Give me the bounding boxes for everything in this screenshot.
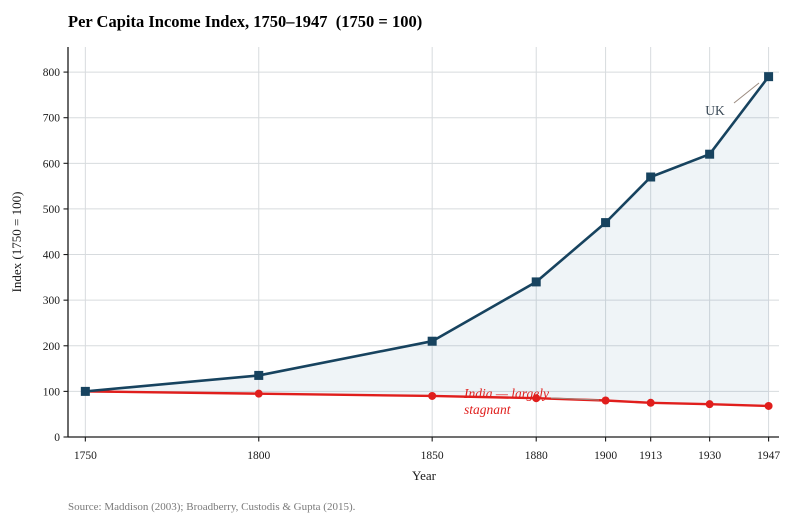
tick-label-layer: 1750 1800 1850 1880 1900 1913 1930 1947 0 100 200 3…	[43, 67, 781, 462]
y-tick-label: 100	[43, 386, 61, 398]
chart-title: Per Capita Income Index, 1750–1947 (1750…	[68, 12, 422, 31]
uk-leader-line	[733, 82, 760, 104]
uk-data-point	[601, 218, 611, 228]
x-tick-label: 1930	[698, 450, 721, 462]
y-tick-label: 700	[43, 113, 61, 125]
y-tick-label: 0	[54, 432, 60, 444]
fill-layer	[85, 76, 769, 406]
fill-between-area	[85, 76, 769, 406]
india-leader-line	[550, 397, 600, 401]
series-layer	[80, 72, 774, 410]
y-tick-label: 600	[43, 158, 61, 170]
india-data-point	[764, 401, 773, 410]
uk-data-point	[764, 72, 774, 82]
india-data-point	[705, 400, 714, 409]
y-tick-label: 400	[43, 250, 61, 262]
uk-data-point	[80, 386, 90, 396]
x-tick-label: 1880	[525, 450, 548, 462]
x-tick-label: 1947	[757, 450, 780, 462]
source-note: Source: Maddison (2003); Broadberry, Cus…	[68, 501, 356, 513]
x-tick-label: 1900	[594, 450, 617, 462]
x-tick-label: 1750	[74, 450, 97, 462]
gridline-layer	[68, 47, 779, 438]
india-series-label-line1: India — largely	[463, 386, 549, 401]
x-tick-label: 1850	[421, 450, 444, 462]
uk-series-label: UK	[705, 103, 725, 118]
uk-data-point	[646, 172, 656, 182]
india-data-point	[601, 396, 610, 405]
uk-line	[84, 75, 770, 393]
india-data-point	[254, 389, 263, 398]
y-tick-label: 200	[43, 341, 61, 353]
india-data-point	[428, 391, 437, 400]
uk-data-point	[705, 149, 715, 159]
y-tick-label: 300	[43, 295, 61, 307]
india-data-point	[532, 394, 541, 403]
y-axis-title: Index (1750 = 100)	[9, 192, 24, 293]
india-series-label-line2: stagnant	[464, 402, 512, 417]
x-tick-label: 1913	[639, 450, 662, 462]
india-line	[84, 390, 770, 408]
y-tick-label: 500	[43, 204, 61, 216]
x-tick-label: 1800	[247, 450, 270, 462]
axes-layer	[63, 47, 779, 442]
uk-data-point	[427, 336, 437, 346]
annotation-layer: UK India — largely stagnant	[463, 82, 760, 417]
x-axis-title: Year	[412, 468, 437, 483]
india-data-point	[646, 398, 655, 407]
uk-data-point	[531, 277, 541, 287]
uk-data-point	[254, 370, 264, 380]
y-tick-label: 800	[43, 67, 61, 79]
